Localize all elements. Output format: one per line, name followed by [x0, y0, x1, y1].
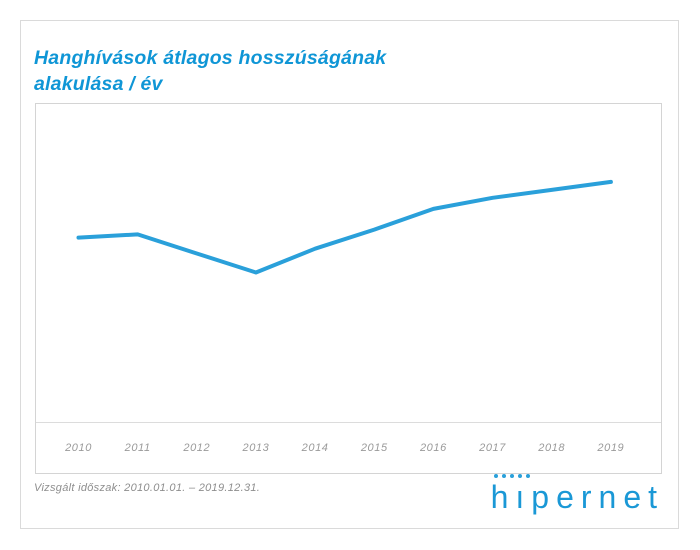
logo-dots-icon [493, 474, 664, 478]
x-axis-label: 2019 [597, 442, 625, 454]
logo-dot [517, 474, 522, 478]
x-axis-labels: 2010 2011 2012 2013 2014 2015 2016 2017 2018 2019 [36, 423, 661, 473]
logo-dot [493, 474, 498, 478]
logo-dot [501, 474, 506, 478]
x-axis-label: 2017 [479, 442, 506, 454]
x-axis-label: 2018 [538, 442, 566, 454]
logo-dot [525, 474, 530, 478]
x-axis-label: 2015 [360, 442, 388, 454]
analysis-period-note: Vizsgált időszak: 2010.01.01. – 2019.12.… [34, 482, 261, 494]
hipernet-logo: hıpernet [491, 474, 664, 513]
infographic-card: Hanghívások átlagos hosszúságának alakul… [20, 20, 679, 529]
chart-title: Hanghívások átlagos hosszúságának alakul… [34, 45, 386, 97]
x-axis-line [36, 422, 661, 423]
line-chart-svg [76, 179, 613, 275]
x-axis-label: 2011 [124, 442, 151, 454]
logo-wordmark: hıpernet [490, 479, 664, 515]
x-axis-label: 2012 [183, 442, 211, 454]
x-axis-label: 2013 [242, 442, 270, 454]
logo-dot [509, 474, 514, 478]
x-axis-label: 2016 [419, 442, 447, 454]
chart-title-line-1: Hanghívások átlagos hosszúságának [34, 47, 387, 69]
plot-region [36, 104, 661, 422]
chart-area: 2010 2011 2012 2013 2014 2015 2016 2017 2018 2019 [35, 103, 662, 474]
x-axis-label: 2010 [65, 442, 92, 454]
x-axis-label: 2014 [301, 442, 329, 454]
chart-title-line-2: alakulása / év [34, 73, 163, 95]
data-line [76, 179, 613, 275]
